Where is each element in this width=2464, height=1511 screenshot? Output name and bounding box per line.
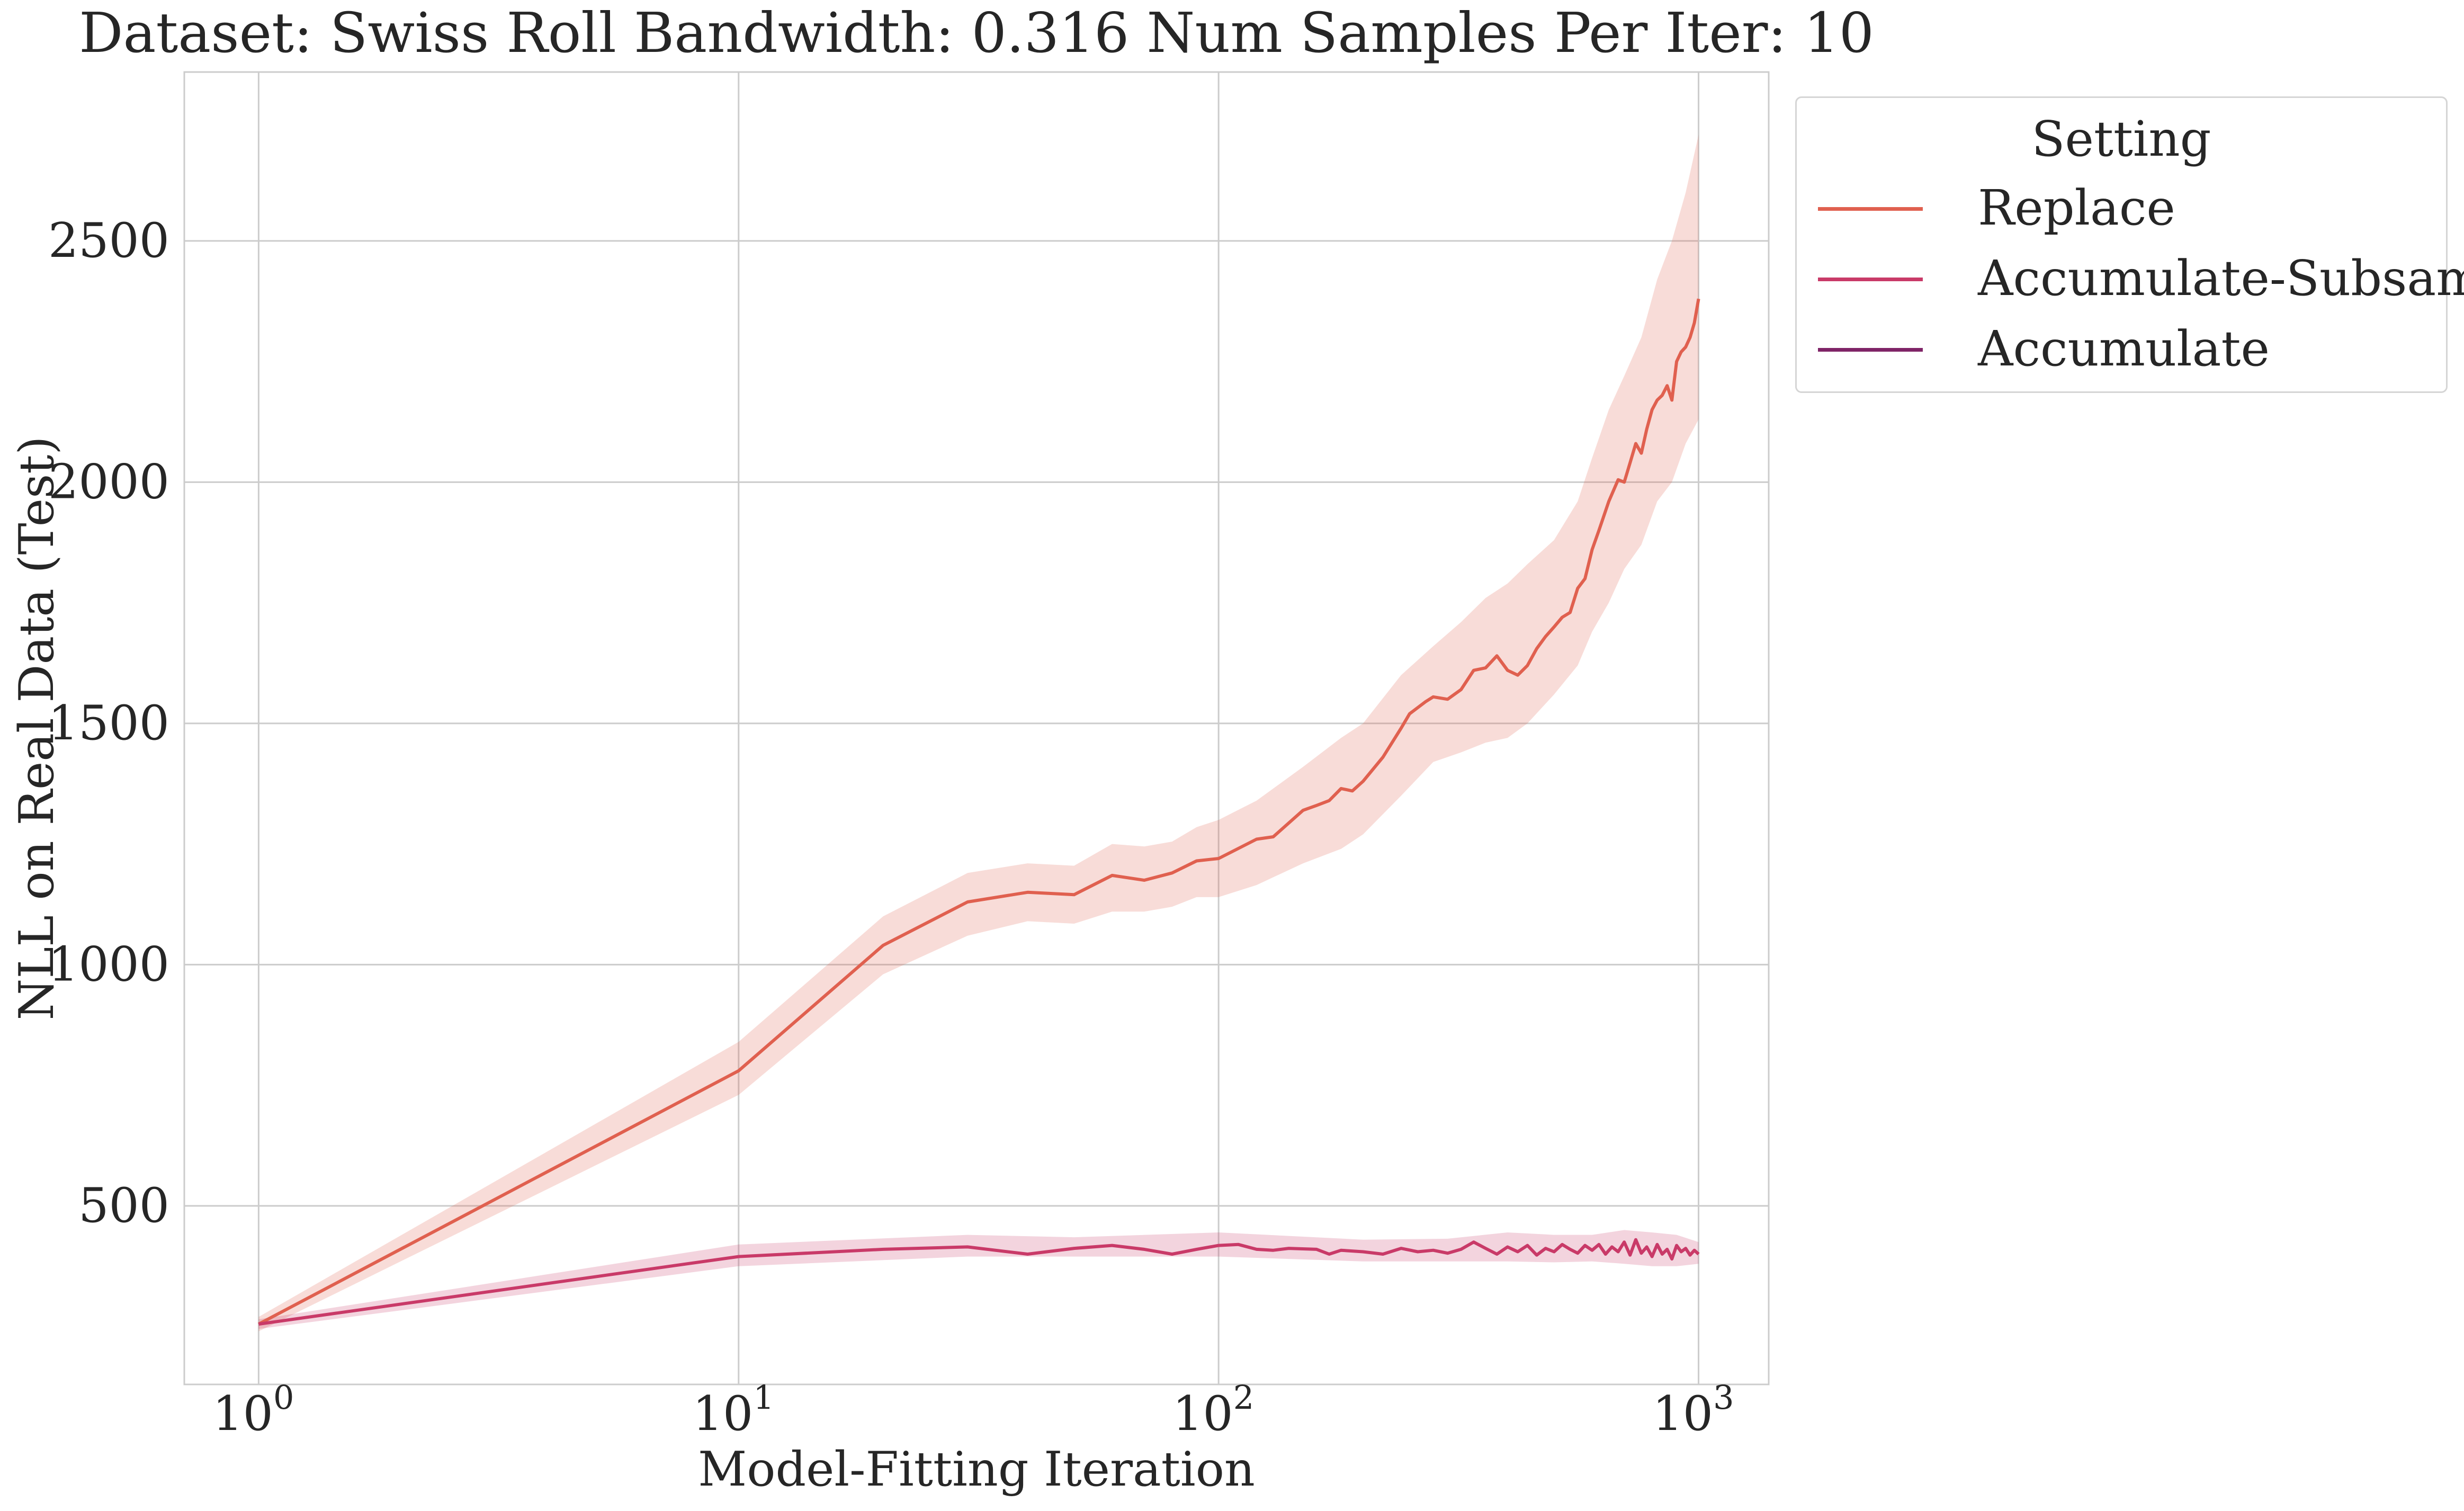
y-tick-label: 500 — [78, 1178, 169, 1233]
legend-item-accumulate: Accumulate — [1818, 318, 2443, 382]
plot-frame — [183, 71, 1770, 1385]
legend-swatch-accumulate — [1818, 348, 1923, 352]
legend-item-replace: Replace — [1818, 177, 2443, 241]
x-tick-label: 102 — [1172, 1378, 1254, 1442]
legend-label-accumulate: Accumulate — [1978, 320, 2270, 377]
x-tick-label: 103 — [1653, 1378, 1734, 1442]
confidence-band-accumulate-subsample — [258, 1230, 1699, 1329]
legend-title: Setting — [2031, 111, 2211, 167]
confidence-band-replace — [258, 135, 1699, 1331]
x-tick-label: 101 — [693, 1378, 774, 1442]
x-tick-label: 100 — [212, 1378, 294, 1442]
plot-background — [184, 72, 1769, 1384]
legend-label-replace: Replace — [1978, 180, 2175, 236]
x-axis-label: Model-Fitting Iteration — [698, 1442, 1255, 1497]
legend: Setting Replace Accumulate-Subsample Acc… — [1795, 96, 2464, 393]
legend-label-accumulate-subsample: Accumulate-Subsample — [1978, 250, 2464, 307]
series-line-replace — [257, 298, 1700, 1326]
y-tick-label: 2500 — [48, 213, 169, 269]
legend-item-accumulate-subsample: Accumulate-Subsample — [1818, 248, 2464, 311]
y-tick-label: 1500 — [48, 695, 169, 751]
series-line-accumulate-subsample — [258, 1238, 1700, 1326]
legend-swatch-replace — [1818, 207, 1923, 211]
y-tick-label: 1000 — [48, 936, 169, 992]
chart-title: Dataset: Swiss Roll Bandwidth: 0.316 Num… — [79, 1, 1874, 65]
legend-swatch-accumulate-subsample — [1818, 278, 1923, 281]
y-axis-label: NLL on Real Data (Test) — [9, 436, 65, 1021]
y-tick-label: 2000 — [48, 454, 169, 509]
